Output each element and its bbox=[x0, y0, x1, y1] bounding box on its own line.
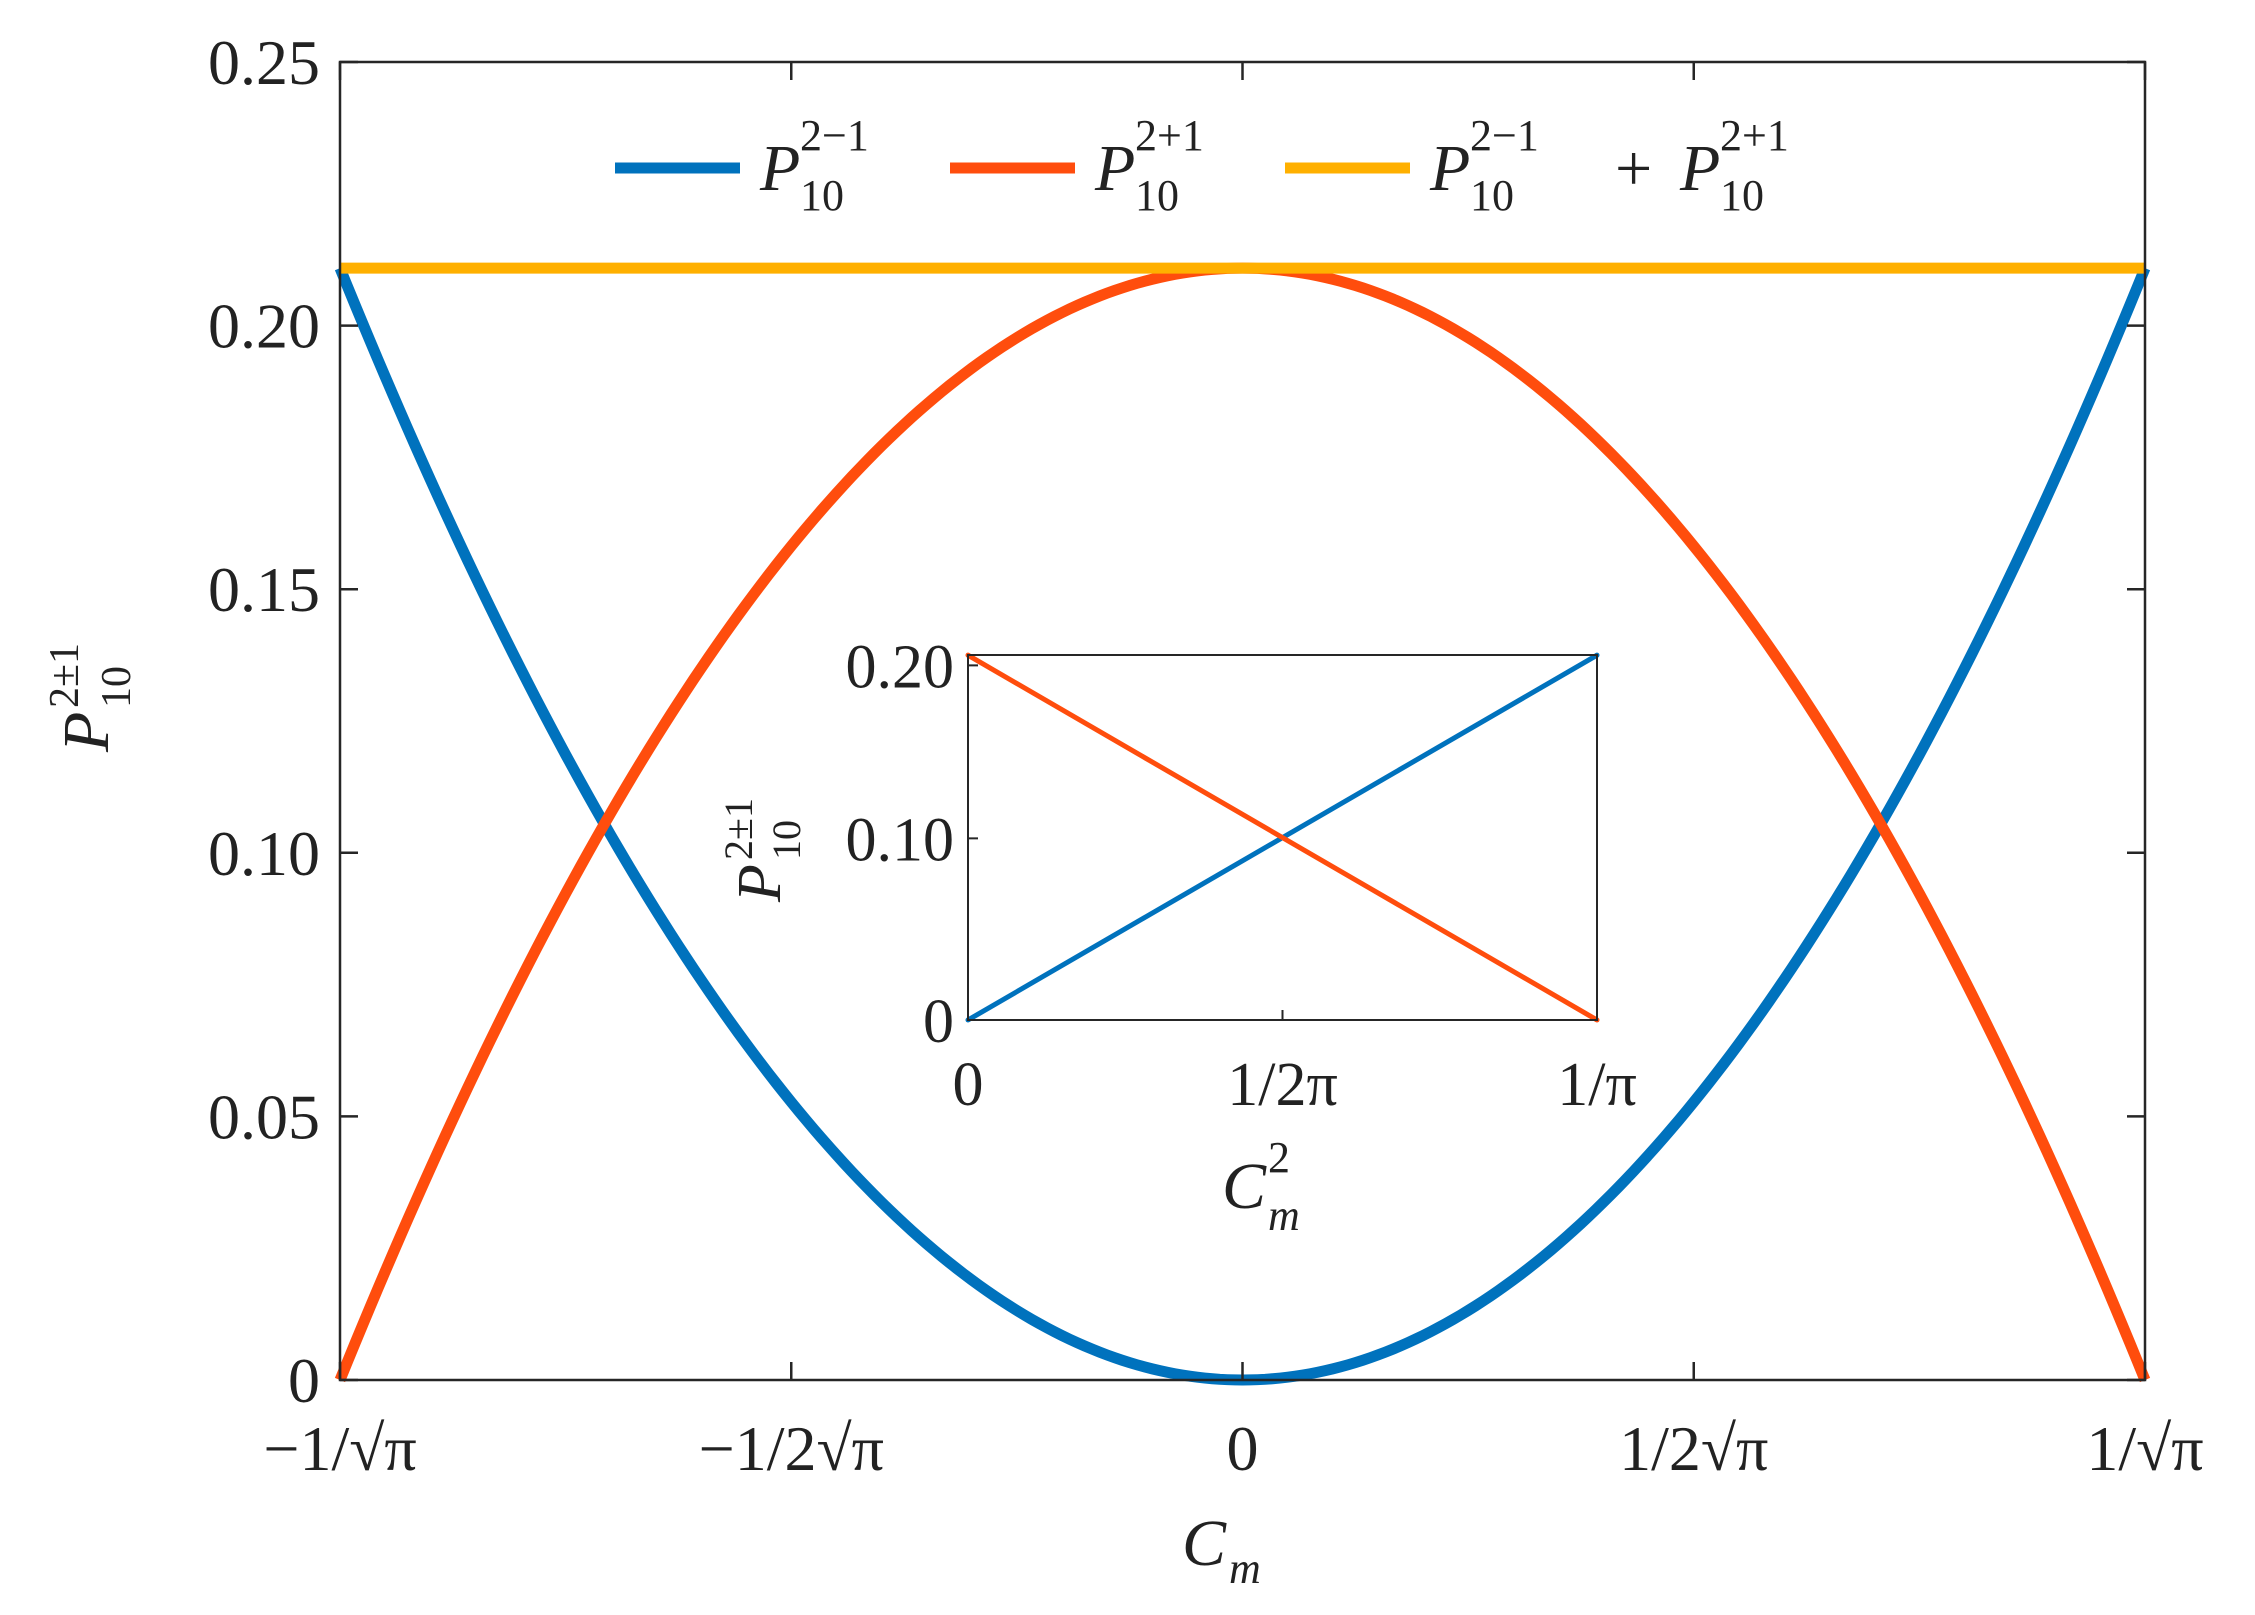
main-axis-ticks bbox=[338, 60, 2147, 1382]
inset-y-tick-label-2: 0.20 bbox=[846, 633, 955, 701]
main-xlabel-sub: m bbox=[1229, 1544, 1261, 1593]
legend-2-base: P bbox=[1429, 132, 1470, 205]
main-ylabel-base: P bbox=[50, 712, 123, 753]
legend-1-sub: 10 bbox=[1135, 171, 1179, 220]
main-ylabel-sup: 2±1 bbox=[42, 643, 88, 708]
legend-1-base: P bbox=[1094, 132, 1135, 205]
main-y-tick-label-2: 0.10 bbox=[208, 818, 320, 889]
legend-2-plus: + bbox=[1615, 132, 1652, 205]
legend-0-sup: 2−1 bbox=[800, 111, 869, 160]
main-xlabel-base: C bbox=[1182, 1507, 1227, 1580]
legend-2-base2: P bbox=[1679, 132, 1720, 205]
inset-ylabel-sub: 10 bbox=[764, 820, 809, 860]
legend-entry-sum: P 10 2−1 + P 10 2+1 bbox=[1285, 111, 1789, 220]
main-tick-labels: −1/√π −1/2√π 0 1/2√π 1/√π 0 0.05 0.10 0.15 0.20 0.… bbox=[208, 27, 2204, 1484]
legend-0-base: P bbox=[759, 132, 800, 205]
main-legend: P 10 2−1 P 10 2+1 P 10 2−1 + P 10 2+1 bbox=[615, 111, 1789, 220]
main-y-tick-label-4: 0.20 bbox=[208, 291, 320, 362]
legend-0-sub: 10 bbox=[800, 171, 844, 220]
inset-xlabel-sub: m bbox=[1268, 1191, 1300, 1240]
main-x-tick-label-2: 0 bbox=[1227, 1413, 1259, 1484]
inset-x-axis-label: C m 2 bbox=[1222, 1133, 1300, 1240]
inset-xlabel-sup: 2 bbox=[1268, 1133, 1290, 1182]
main-y-axis-label: P 10 2±1 bbox=[42, 643, 140, 753]
main-x-tick-label-0: −1/√π bbox=[263, 1413, 416, 1484]
main-x-tick-label-1: −1/2√π bbox=[699, 1413, 884, 1484]
main-x-tick-label-4: 1/√π bbox=[2086, 1413, 2203, 1484]
inset-tick-labels: 0 1/2π 1/π 0 0.10 0.20 bbox=[846, 633, 1637, 1119]
legend-entry-p10-2-plus-1: P 10 2+1 bbox=[950, 111, 1204, 220]
legend-2-sup: 2−1 bbox=[1470, 111, 1539, 160]
inset-y-tick-label-1: 0.10 bbox=[846, 806, 955, 874]
main-y-tick-label-3: 0.15 bbox=[208, 554, 320, 625]
legend-2-sub2: 10 bbox=[1720, 171, 1764, 220]
main-plot: −1/√π −1/2√π 0 1/2√π 1/√π 0 0.05 0.10 0.15 0.20 0.… bbox=[42, 27, 2204, 1593]
legend-entry-p10-2-minus-1: P 10 2−1 bbox=[615, 111, 869, 220]
main-ylabel-sub: 10 bbox=[94, 666, 140, 708]
inset-ylabel-base: P bbox=[726, 864, 794, 903]
inset-x-tick-label-2: 1/π bbox=[1557, 1051, 1637, 1119]
inset-x-tick-label-0: 0 bbox=[953, 1051, 984, 1119]
inset-plot: 0 1/2π 1/π 0 0.10 0.20 P 10 2±1 C m 2 bbox=[716, 633, 1637, 1240]
inset-series-line-1 bbox=[966, 653, 1599, 1023]
main-x-axis-label: C m bbox=[1182, 1507, 1261, 1593]
legend-2-sup2: 2+1 bbox=[1720, 111, 1789, 160]
main-y-tick-label-0: 0 bbox=[288, 1345, 320, 1416]
main-x-tick-label-3: 1/2√π bbox=[1619, 1413, 1768, 1484]
inset-ylabel-sup: 2±1 bbox=[716, 798, 761, 860]
inset-y-tick-label-0: 0 bbox=[923, 988, 954, 1056]
legend-1-sup: 2+1 bbox=[1135, 111, 1204, 160]
main-y-tick-label-1: 0.05 bbox=[208, 1081, 320, 1152]
inset-x-tick-label-1: 1/2π bbox=[1227, 1051, 1338, 1119]
main-y-tick-label-5: 0.25 bbox=[208, 27, 320, 98]
legend-2-sub: 10 bbox=[1470, 171, 1514, 220]
inset-xlabel-base: C bbox=[1222, 1150, 1267, 1223]
inset-axis-ticks bbox=[967, 664, 1598, 1021]
inset-y-axis-label: P 10 2±1 bbox=[716, 798, 809, 903]
